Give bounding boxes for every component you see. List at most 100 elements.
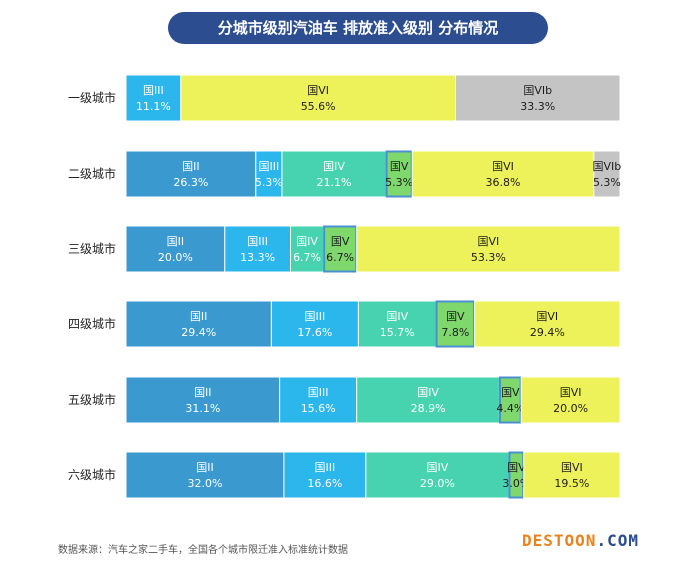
data-label-value: 15.6% xyxy=(301,402,336,415)
data-label-value: 11.1% xyxy=(136,100,171,113)
bar-segment xyxy=(224,225,292,273)
bar-segment xyxy=(593,150,621,198)
data-label-level: 国V xyxy=(501,386,520,399)
data-label-value: 5.3% xyxy=(385,176,413,189)
bar-segment xyxy=(125,300,272,348)
data-label-value: 31.1% xyxy=(185,402,220,415)
bar-segment xyxy=(508,451,525,499)
data-label-level: 国IV xyxy=(427,461,449,474)
bar-segment xyxy=(356,225,621,273)
data-label-level: 国II xyxy=(182,160,200,173)
data-label-level: 国V xyxy=(446,310,465,323)
bar-segment xyxy=(357,300,437,348)
bar-segment xyxy=(283,451,367,499)
data-label-value: 20.0% xyxy=(553,402,588,415)
bar-segment xyxy=(523,451,621,499)
data-label-level: 国II xyxy=(190,310,208,323)
bar-segment xyxy=(180,74,456,122)
data-label-level: 国III xyxy=(305,310,326,323)
bar-segment xyxy=(125,74,182,122)
bar-segment xyxy=(411,150,595,198)
data-label-value: 6.7% xyxy=(293,251,321,264)
data-label-value: 53.3% xyxy=(471,251,506,264)
bar-segment xyxy=(290,225,325,273)
bar-segment xyxy=(281,150,387,198)
data-label-level: 国IV xyxy=(386,310,408,323)
data-label-level: 国II xyxy=(167,235,185,248)
data-label-value: 29.0% xyxy=(420,477,455,490)
data-label-level: 国III xyxy=(308,386,329,399)
category-label: 一级城市 xyxy=(68,90,116,105)
data-label-level: 国V xyxy=(390,160,409,173)
data-label-value: 5.3% xyxy=(255,176,283,189)
data-label-value: 32.0% xyxy=(187,477,222,490)
watermark-main: DESTOON xyxy=(522,531,597,550)
bar-segment xyxy=(323,225,358,273)
data-label-value: 4.4% xyxy=(496,402,524,415)
bar-segment xyxy=(498,376,522,424)
data-label-level: 国IV xyxy=(323,160,345,173)
bar-segment xyxy=(125,376,281,424)
bar-segment xyxy=(474,300,621,348)
data-label-level: 国III xyxy=(143,84,164,97)
data-label-value: 29.4% xyxy=(530,326,565,339)
data-label-level: 国V xyxy=(507,461,526,474)
watermark-suffix: .COM xyxy=(596,531,639,550)
source-note: 数据来源：汽车之家二手车，全国各个城市限迁准入标准统计数据 xyxy=(58,545,348,556)
data-label-level: 国II xyxy=(196,461,214,474)
data-label-value: 21.1% xyxy=(317,176,352,189)
bar-segment xyxy=(454,74,621,122)
data-label-level: 国II xyxy=(194,386,212,399)
data-label-value: 19.5% xyxy=(554,477,589,490)
data-label-value: 15.7% xyxy=(380,326,415,339)
data-label-level: 国VI xyxy=(561,461,583,474)
data-label-level: 国IV xyxy=(296,235,318,248)
data-label-level: 国IV xyxy=(417,386,439,399)
data-label-value: 26.3% xyxy=(173,176,208,189)
bar-segment xyxy=(279,376,358,424)
data-label-level: 国V xyxy=(331,235,350,248)
data-label-level: 国VI xyxy=(560,386,582,399)
bar-segment xyxy=(365,451,510,499)
data-label-level: 国VI xyxy=(307,84,329,97)
data-label-value: 5.3% xyxy=(593,176,621,189)
data-label-value: 36.8% xyxy=(486,176,521,189)
data-label-level: 国III xyxy=(315,461,336,474)
data-label-level: 国VIb xyxy=(593,160,622,173)
bar-segment xyxy=(356,376,500,424)
category-label: 六级城市 xyxy=(68,467,116,482)
bar-segment-outline xyxy=(435,300,476,348)
data-label-value: 6.7% xyxy=(326,251,354,264)
data-label-level: 国III xyxy=(247,235,268,248)
watermark-logo: DESTOON.COM xyxy=(522,531,639,550)
bar-segment xyxy=(125,225,226,273)
bar-segment xyxy=(270,300,359,348)
bar-segment xyxy=(255,150,283,198)
data-label-value: 55.6% xyxy=(301,100,336,113)
data-label-value: 17.6% xyxy=(297,326,332,339)
bar-segment xyxy=(385,150,413,198)
category-label: 二级城市 xyxy=(68,166,116,181)
bar-segment-outline xyxy=(498,376,522,424)
bar-segment xyxy=(435,300,476,348)
category-label: 五级城市 xyxy=(68,392,116,407)
data-label-value: 33.3% xyxy=(520,100,555,113)
data-label-value: 29.4% xyxy=(181,326,216,339)
data-label-value: 20.0% xyxy=(158,251,193,264)
bar-segment xyxy=(125,150,257,198)
data-label-value: 28.9% xyxy=(411,402,446,415)
bar-segment xyxy=(520,376,621,424)
data-label-level: 国VI xyxy=(492,160,514,173)
data-label-level: 国VIb xyxy=(523,84,552,97)
category-label: 三级城市 xyxy=(68,241,116,256)
chart-title: 分城市级别汽油车 排放准入级别 分布情况 xyxy=(168,12,548,44)
data-label-level: 国VI xyxy=(477,235,499,248)
category-label: 四级城市 xyxy=(68,316,116,331)
data-label-level: 国VI xyxy=(536,310,558,323)
data-label-value: 16.6% xyxy=(307,477,342,490)
data-label-value: 7.8% xyxy=(441,326,469,339)
bar-segment xyxy=(125,451,285,499)
data-label-level: 国III xyxy=(259,160,280,173)
data-label-value: 13.3% xyxy=(240,251,275,264)
